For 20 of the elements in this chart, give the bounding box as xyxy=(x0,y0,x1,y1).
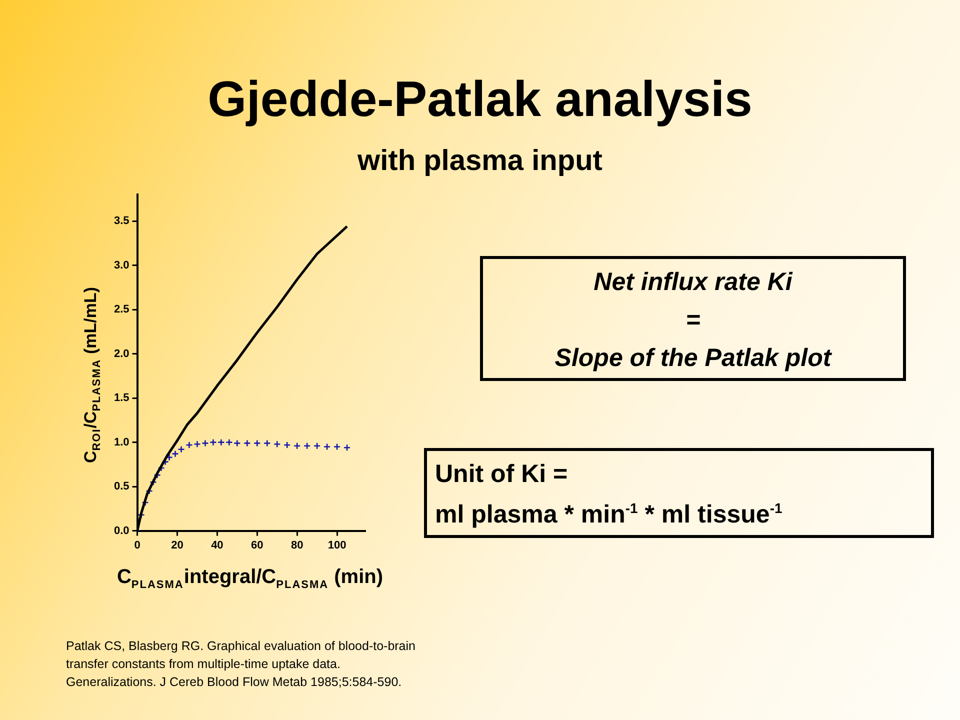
y-tick-label: 3.0 xyxy=(114,259,130,272)
x-tick-label: 80 xyxy=(290,539,304,552)
y-tick-label: 2.0 xyxy=(114,348,130,360)
x-tick-label: 60 xyxy=(251,539,264,552)
text: Gjedde-Patlak analysis xyxy=(206,70,754,128)
x-tick-label: 0 xyxy=(134,539,140,552)
text: Net influx rate Ki = Slope of the Patlak plot xyxy=(480,256,906,381)
x-tick-label: 20 xyxy=(171,539,184,552)
x-tick-label: 100 xyxy=(328,539,346,552)
text: Unit of Ki = ml plasma * min$^{-1}$ * ml tissue$^{-1}$ xyxy=(424,448,934,538)
x-tick-label: 40 xyxy=(211,539,224,552)
x-axis-title: C$_{PLASMA}$integral/C$_{PLASMA}$ (min) xyxy=(116,566,384,591)
y-tick-label: 1.5 xyxy=(114,392,130,404)
y-tick-label: 3.5 xyxy=(114,215,130,228)
y-tick-label: 1.0 xyxy=(114,436,130,448)
y-tick-label: 0.5 xyxy=(114,480,130,493)
text: with plasma input xyxy=(356,145,604,178)
text: Patlak CS, Blasberg RG. Graphical evaluation of blood-to-brain transfer constants from multiple-time uptake data. Generalizations. J Cereb Blood Flow Metab 1985;5:584-590. xyxy=(66,638,416,691)
y-tick-label: 2.5 xyxy=(114,304,130,316)
y-tick-label: 0.0 xyxy=(114,524,130,537)
